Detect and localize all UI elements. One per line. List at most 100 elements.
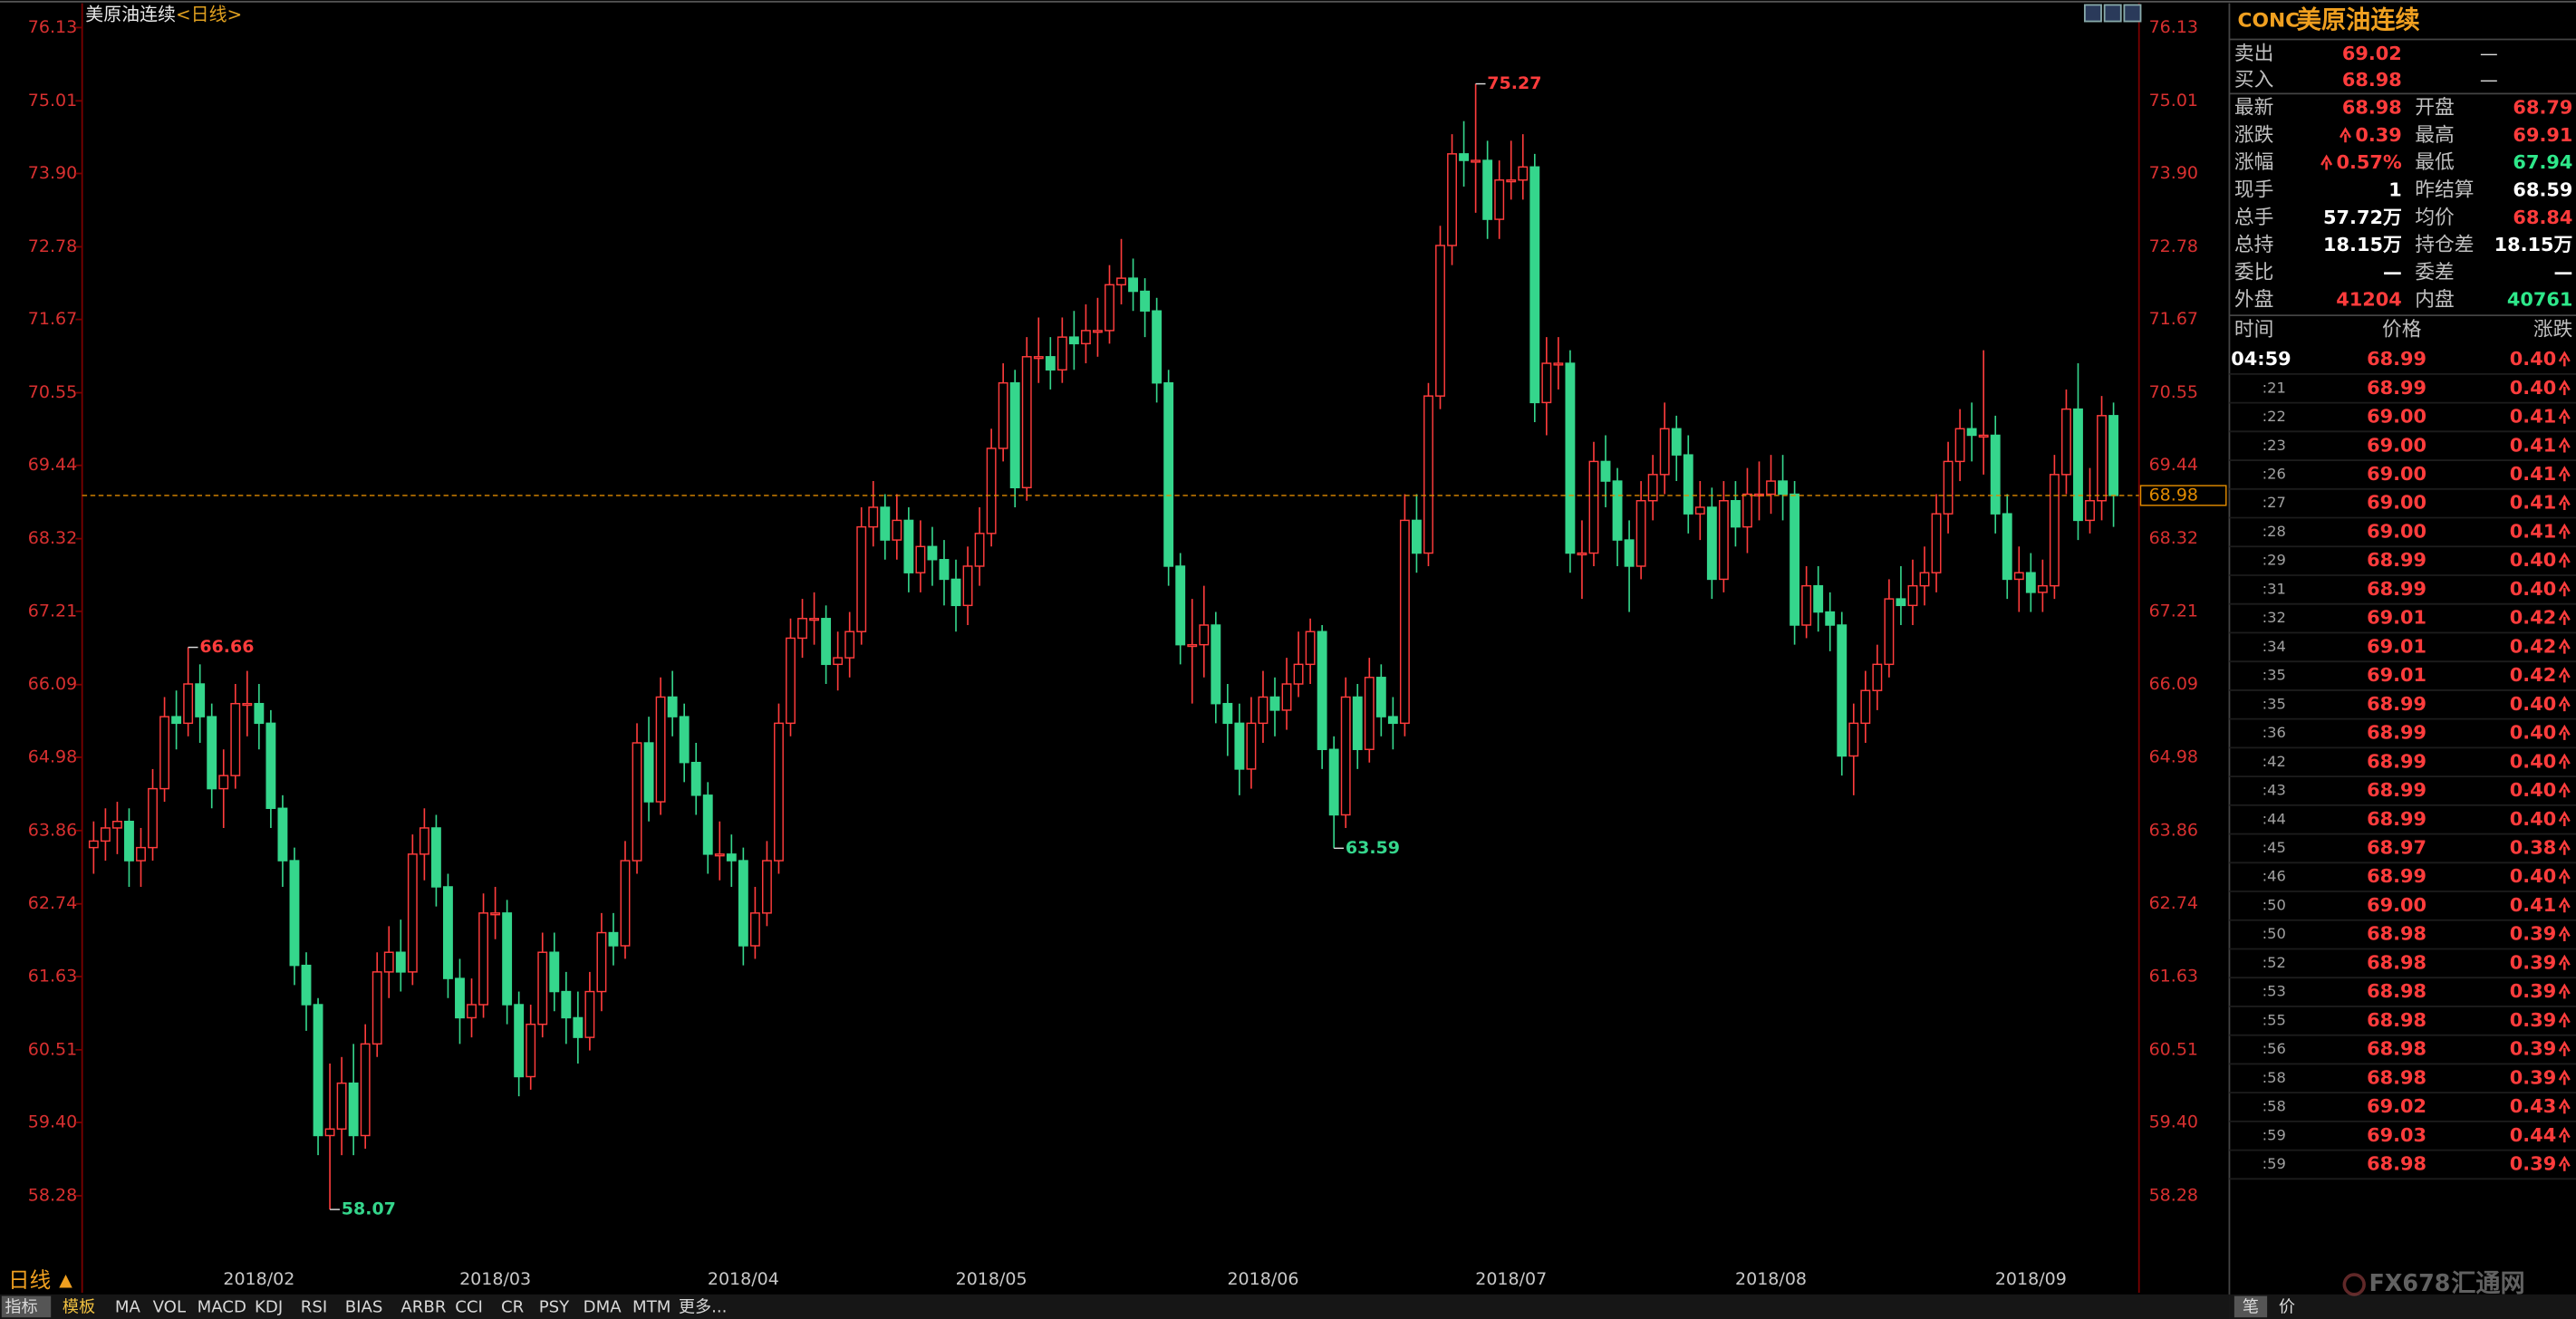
toolbar-item[interactable]: MACD [198,1297,246,1316]
y2-tick-label: 67.21 [2149,601,2198,621]
title-period: <日线> [176,3,242,24]
side-tab[interactable]: 笔 [2243,1297,2259,1316]
button[interactable] [2123,4,2142,23]
candle-body [1954,428,1965,463]
up-arrow [2558,724,2571,740]
x-tick-label: 2018/07 [1475,1269,1547,1289]
candle-body [632,742,642,862]
button[interactable] [2083,4,2102,23]
tick-time: :42 [2262,753,2286,770]
toolbar-item[interactable]: ARBR [400,1297,446,1316]
candle-body [892,519,902,541]
y-tick-label: 71.67 [28,309,77,329]
tick-change: 0.40 [2510,578,2556,600]
stat-value: 68.84 [2513,207,2572,228]
candle-body [1471,159,1481,163]
toolbar-item[interactable]: VOL [153,1297,186,1316]
stat-value: 57.72万 [2323,207,2402,228]
bid-ask-price: 68.98 [2342,69,2402,91]
stat-value: 40761 [2507,289,2573,311]
candle-body [986,448,997,534]
tick-time: :23 [2262,437,2286,454]
candle-body [1706,506,1717,581]
tick-time: :56 [2262,1040,2286,1057]
extreme-label: 66.66 [199,637,254,657]
candle-body [915,545,926,573]
stat-label: 涨跌 [2234,124,2274,147]
candle-body [833,657,844,666]
tick-change: 0.41 [2510,894,2556,916]
y-tick-label: 68.32 [28,528,77,548]
candle-body [1187,643,1198,648]
up-arrow [2558,1098,2571,1114]
candle-body [939,559,950,581]
x-tick-label: 2018/09 [1995,1269,2067,1289]
candle-body [1269,696,1280,711]
up-arrow [2558,609,2571,625]
candle-body [1045,356,1056,371]
candle-body [903,519,914,573]
last-price-label: 68.98 [2149,485,2198,505]
candle-body [786,637,796,725]
candle-body [1943,460,1954,515]
stat-value: 0.57% [2336,151,2401,173]
candle-body [1093,330,1103,333]
candle-body [1588,460,1599,554]
candle-body [1837,624,1848,757]
tick-time: :50 [2262,925,2286,942]
title-name: 美原油连续 [85,3,176,24]
candle-body [490,912,501,916]
y-tick-label: 66.09 [28,674,77,694]
candle-body [620,860,631,947]
toolbar-item[interactable]: CR [501,1297,525,1316]
tick-price: 68.99 [2367,377,2426,399]
stat-value: 41204 [2336,289,2402,311]
stat-label: 持仓差 [2415,234,2474,256]
y2-tick-label: 62.74 [2149,893,2198,913]
candle-body [1152,310,1163,384]
button[interactable] [2103,4,2122,23]
candle-body [774,722,784,862]
toolbar-item[interactable]: 模板 [63,1297,95,1316]
toolbar-item[interactable]: 指标 [5,1297,37,1316]
toolbar-item[interactable]: PSY [539,1297,570,1316]
candle-body [1293,663,1304,685]
toolbar-item[interactable]: MA [115,1297,141,1316]
watermark-latin: FX678 [2369,1269,2451,1296]
tick-change: 0.40 [2510,722,2556,744]
candle-body [1163,381,1174,567]
extreme-label: 58.07 [342,1199,396,1219]
candle-body [561,990,572,1019]
toolbar-item[interactable]: CCI [455,1297,483,1316]
toolbar-item[interactable]: RSI [301,1297,327,1316]
toolbar-item[interactable]: BIAS [345,1297,383,1316]
candle-body [1813,584,1824,613]
candle-body [950,578,961,607]
y-tick-label: 76.13 [28,17,77,37]
tick-price: 68.99 [2367,549,2426,571]
period-label[interactable]: 日线 [8,1267,51,1293]
toolbar-item[interactable]: 更多... [679,1297,728,1316]
candle-body [868,506,879,528]
candle-body [2097,415,2107,502]
y-tick-label: 63.86 [28,820,77,840]
candle-body [1790,493,1800,626]
toolbar-item[interactable]: MTM [632,1297,671,1316]
tick-price: 68.98 [2367,980,2426,1002]
candle-body [1825,611,1836,626]
tick-price: 68.99 [2367,578,2426,600]
x-tick-label: 2018/04 [708,1269,779,1289]
candle-body [2085,500,2095,522]
stat-label: 开盘 [2415,97,2454,120]
tick-change: 0.39 [2510,951,2556,973]
candle-body [1683,454,1693,515]
candle-body [1317,631,1327,750]
side-tab[interactable]: 价 [2279,1297,2295,1316]
toolbar-item[interactable]: DMA [584,1297,622,1316]
candle-body [313,1004,323,1137]
toolbar-item[interactable]: KDJ [255,1297,283,1316]
tick-time: :45 [2262,839,2286,856]
candle-body [667,696,678,717]
extreme-label: 75.27 [1487,73,1541,93]
tick-change: 0.40 [2510,750,2556,772]
